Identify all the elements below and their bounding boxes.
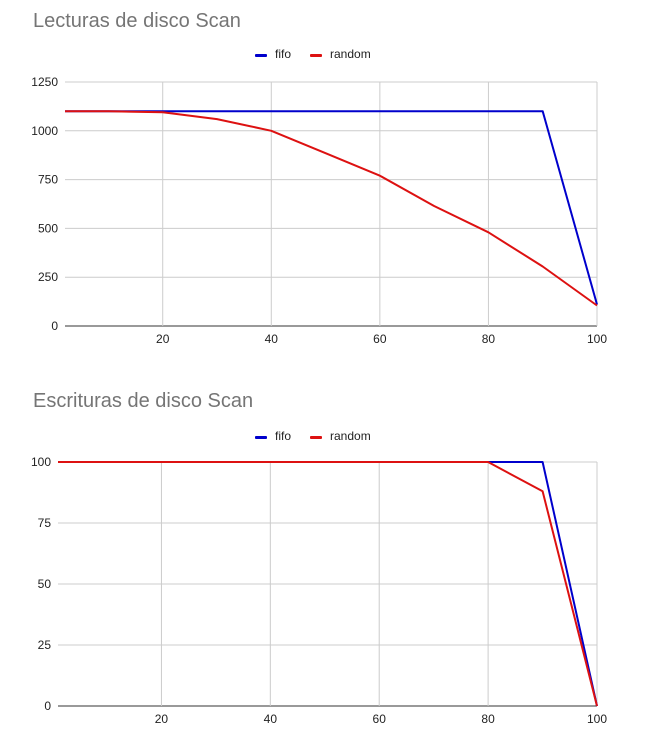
y-tick-label: 1250 bbox=[31, 75, 58, 89]
chart-escrituras: Escrituras de disco Scan fifo random 0 25… bbox=[0, 380, 647, 741]
y-tick-label: 750 bbox=[38, 173, 58, 187]
y-tick-label: 100 bbox=[31, 455, 51, 469]
legend-swatch-random bbox=[310, 54, 322, 57]
series-line-fifo bbox=[65, 110, 598, 305]
chart-title: Lecturas de disco Scan bbox=[33, 10, 241, 32]
series-line-random bbox=[58, 461, 598, 707]
legend-label-random: random bbox=[330, 47, 371, 61]
x-tick-label: 20 bbox=[156, 332, 170, 346]
x-tick-label: 100 bbox=[587, 712, 607, 726]
legend-swatch-fifo bbox=[255, 54, 267, 57]
x-tick-label: 60 bbox=[373, 332, 387, 346]
chart-plot-area: 0 25 50 75 100 20 40 60 80 100 bbox=[31, 455, 607, 726]
legend-label-random: random bbox=[330, 429, 371, 443]
legend-label-fifo: fifo bbox=[275, 429, 292, 443]
legend-label-fifo: fifo bbox=[275, 47, 292, 61]
x-tick-label: 60 bbox=[373, 712, 387, 726]
y-tick-label: 500 bbox=[38, 221, 58, 235]
x-tick-label: 40 bbox=[264, 712, 278, 726]
y-tick-label: 1000 bbox=[31, 124, 58, 138]
y-tick-label: 0 bbox=[51, 319, 58, 333]
chart-lecturas: Lecturas de disco Scan fifo random 0 250 5… bbox=[0, 0, 647, 370]
chart-legend: fifo random bbox=[0, 46, 647, 64]
y-tick-label: 50 bbox=[38, 577, 52, 591]
chart-plot-area: 0 250 500 750 1000 1250 20 40 60 80 100 bbox=[31, 75, 607, 346]
x-tick-label: 100 bbox=[587, 332, 607, 346]
x-tick-label: 40 bbox=[265, 332, 279, 346]
chart-title: Escrituras de disco Scan bbox=[33, 390, 254, 412]
y-tick-label: 25 bbox=[38, 638, 52, 652]
y-tick-label: 0 bbox=[44, 699, 51, 713]
x-tick-label: 80 bbox=[481, 712, 495, 726]
legend-swatch-fifo bbox=[255, 436, 267, 439]
series-line-random bbox=[65, 110, 598, 307]
chart-legend: fifo random bbox=[0, 428, 647, 446]
y-tick-label: 250 bbox=[38, 270, 58, 284]
legend-swatch-random bbox=[310, 436, 322, 439]
x-tick-label: 80 bbox=[482, 332, 496, 346]
x-tick-label: 20 bbox=[155, 712, 169, 726]
y-tick-label: 75 bbox=[38, 516, 52, 530]
